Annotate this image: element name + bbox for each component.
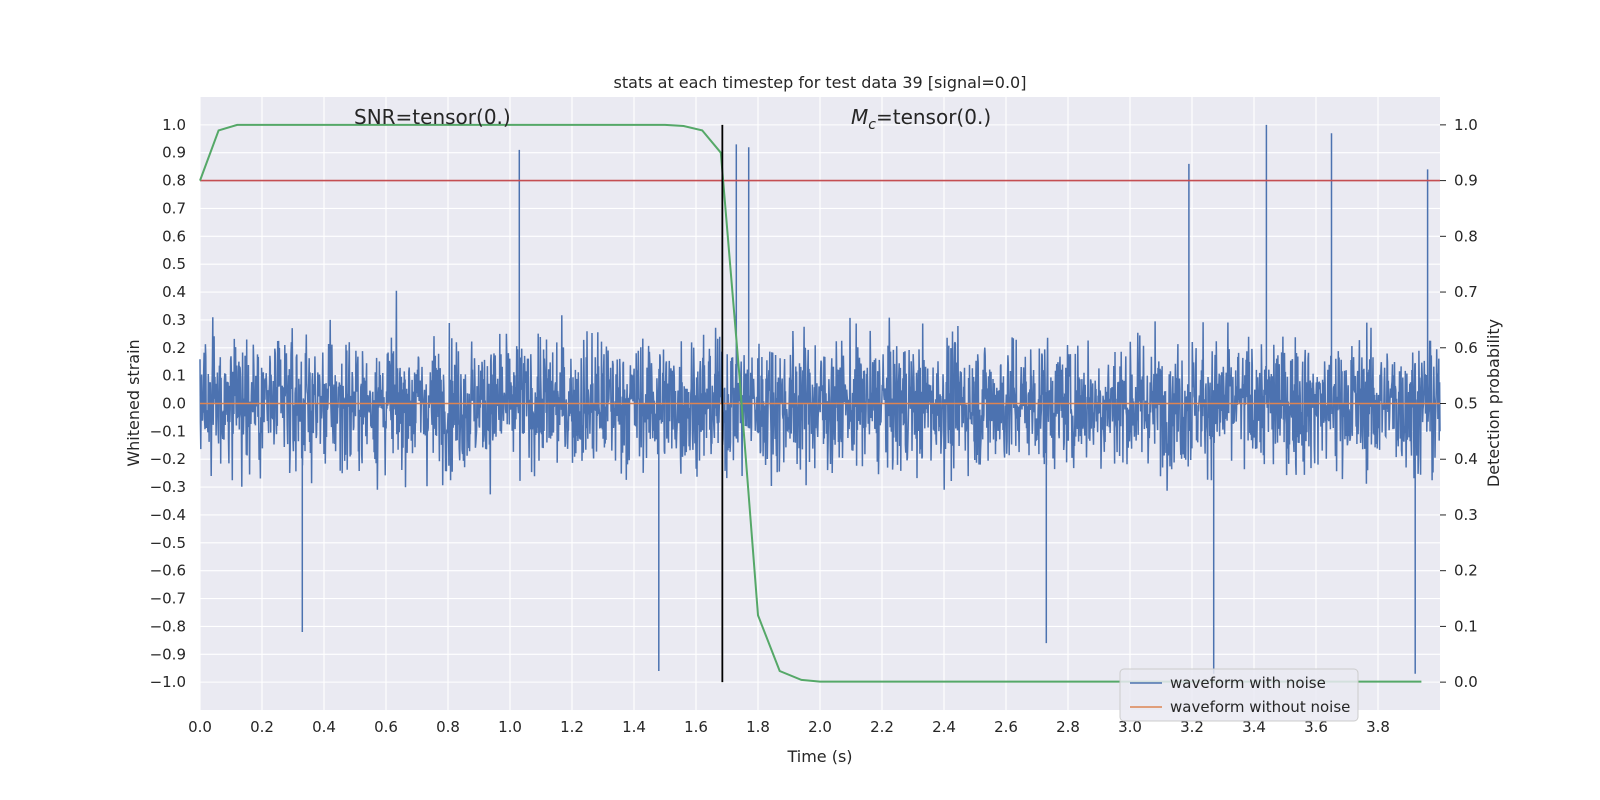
legend: waveform with noise waveform without noi… — [1119, 668, 1359, 722]
series-layer — [199, 123, 1441, 683]
x-tick-label: 2.0 — [808, 718, 832, 736]
y-tick-label: 0.9 — [162, 144, 186, 162]
y-tick-label: −0.6 — [150, 562, 186, 580]
legend-label-noise: waveform with noise — [1170, 674, 1326, 692]
y-tick-label: −0.8 — [150, 617, 186, 635]
y2-tick-label: 0.7 — [1454, 283, 1478, 301]
x-tick-label: 2.8 — [1056, 718, 1080, 736]
y2-tick-label: 0.1 — [1454, 617, 1478, 635]
x-tick-label: 0.6 — [374, 718, 398, 736]
waveform-with-noise-line — [199, 124, 1441, 674]
y2-tick-label: 0.4 — [1454, 450, 1478, 468]
y-tick-label: 1.0 — [162, 116, 186, 134]
y-tick-label: 0.1 — [162, 367, 186, 385]
y2-tick-label: 0.8 — [1454, 227, 1478, 245]
x-tick-label: 2.4 — [932, 718, 956, 736]
x-tick-label: 1.4 — [622, 718, 646, 736]
x-tick-label: 1.8 — [746, 718, 770, 736]
y2-tick-label: 1.0 — [1454, 116, 1478, 134]
tick-labels: 0.0 0.2 0.4 0.6 0.8 1.0 1.2 1.4 1.6 1.8 2.0 2.2 2.4 2… — [150, 116, 1478, 736]
y-tick-label: −0.7 — [150, 590, 186, 608]
legend-label-clean: waveform without noise — [1170, 698, 1350, 716]
mc-value: =tensor(0.) — [876, 105, 991, 129]
y-tick-label: −0.9 — [150, 645, 186, 663]
y-tick-label: 0.4 — [162, 283, 186, 301]
x-tick-label: 2.6 — [994, 718, 1018, 736]
y-tick-label: 0.2 — [162, 339, 186, 357]
y2-tick-label: 0.0 — [1454, 673, 1478, 691]
y-tick-label: −0.4 — [150, 506, 186, 524]
y-tick-label: −1.0 — [150, 673, 186, 691]
snr-annotation: SNR=tensor(0.) — [354, 105, 511, 129]
y2-tick-label: 0.6 — [1454, 339, 1478, 357]
y2-tick-label: 0.2 — [1454, 562, 1478, 580]
y-axis-label: Whitened strain — [124, 339, 143, 466]
y-tick-label: −0.5 — [150, 534, 186, 552]
y2-tick-label: 0.5 — [1454, 395, 1478, 413]
chart-title: stats at each timestep for test data 39 … — [614, 73, 1027, 92]
x-axis-label: Time (s) — [786, 747, 852, 766]
x-tick-label: 1.0 — [498, 718, 522, 736]
detection-probability-line — [199, 123, 1422, 683]
x-tick-label: 0.2 — [250, 718, 274, 736]
mc-subscript: c — [868, 117, 876, 133]
y2-axis-label: Detection probability — [1484, 319, 1503, 487]
y-tick-label: −0.1 — [150, 422, 186, 440]
y-tick-label: 0.3 — [162, 311, 186, 329]
x-tick-label: 0.0 — [188, 718, 212, 736]
y2-tick-label: 0.3 — [1454, 506, 1478, 524]
y-tick-label: 0.7 — [162, 199, 186, 217]
x-tick-label: 3.6 — [1304, 718, 1328, 736]
x-tick-label: 3.0 — [1118, 718, 1142, 736]
x-tick-label: 3.8 — [1366, 718, 1390, 736]
x-tick-label: 0.8 — [436, 718, 460, 736]
x-tick-label: 1.2 — [560, 718, 584, 736]
mc-symbol: M — [851, 105, 868, 129]
x-tick-label: 0.4 — [312, 718, 336, 736]
y-tick-label: 0.0 — [162, 395, 186, 413]
y2-tick-label: 0.9 — [1454, 172, 1478, 190]
x-tick-label: 3.4 — [1242, 718, 1266, 736]
x-tick-label: 3.2 — [1180, 718, 1204, 736]
y-tick-label: −0.2 — [150, 450, 186, 468]
mc-annotation: Mc=tensor(0.) — [851, 105, 991, 133]
y-tick-label: 0.5 — [162, 255, 186, 273]
y-tick-label: −0.3 — [150, 478, 186, 496]
legend-box — [1119, 668, 1359, 722]
x-tick-label: 1.6 — [684, 718, 708, 736]
y-tick-label: 0.8 — [162, 172, 186, 190]
y-tick-label: 0.6 — [162, 227, 186, 245]
x-tick-label: 2.2 — [870, 718, 894, 736]
